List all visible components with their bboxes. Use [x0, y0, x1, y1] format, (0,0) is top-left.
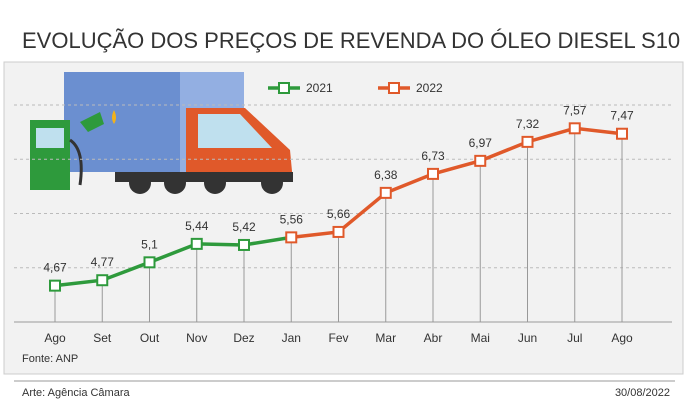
- x-tick-label: Jan: [282, 331, 301, 345]
- point-marker: [616, 127, 628, 140]
- point-marker: [474, 154, 487, 167]
- credit: Arte: Agência Câmara: [22, 387, 130, 399]
- x-tick-label: Abr: [424, 331, 443, 345]
- wheel: [129, 172, 151, 194]
- point-marker: [285, 231, 298, 244]
- x-tick-label: Mai: [471, 331, 490, 345]
- x-tick-label: Fev: [328, 331, 348, 345]
- value-label: 5,56: [280, 212, 304, 226]
- value-label: 7,32: [516, 117, 540, 131]
- pump-screen: [36, 128, 64, 148]
- legend-label: 2021: [306, 81, 333, 95]
- plot: Ago Set Out Nov Dez Jan Fev Mar Abr Mai Jun Jul Ago 4…: [14, 81, 672, 345]
- x-tick-label: Nov: [186, 331, 207, 345]
- x-tick-label: Mar: [375, 331, 396, 345]
- x-tick-label: Ago: [611, 331, 633, 345]
- series-connector: [243, 235, 292, 247]
- point-marker: [427, 167, 439, 180]
- x-tick-label: Ago: [44, 331, 66, 345]
- pump-hose: [69, 138, 83, 186]
- point-marker: [96, 274, 109, 287]
- value-label: 4,67: [43, 261, 67, 275]
- legend-marker: [278, 82, 290, 94]
- source: Fonte: ANP: [22, 353, 78, 365]
- value-label: 5,1: [141, 237, 158, 251]
- value-label: 7,47: [610, 109, 634, 123]
- point-marker: [49, 279, 61, 292]
- truck-window: [198, 114, 272, 148]
- truck-chassis: [115, 172, 293, 182]
- series-line: [291, 126, 623, 240]
- wheel: [164, 172, 186, 194]
- value-label: 6,73: [421, 149, 445, 163]
- point-marker: [379, 186, 392, 199]
- x-tick-label: Dez: [233, 331, 254, 345]
- x-tick-label: Out: [140, 331, 160, 345]
- x-tick-label: Jun: [518, 331, 537, 345]
- value-label: 4,77: [91, 255, 115, 269]
- x-tick-label: Set: [93, 331, 112, 345]
- point-marker: [238, 238, 250, 251]
- fuel-drop: [112, 110, 116, 124]
- point-marker: [143, 256, 156, 269]
- wheel: [204, 172, 226, 194]
- x-tick-label: Jul: [567, 331, 582, 345]
- value-label: 6,38: [374, 168, 398, 182]
- date: 30/08/2022: [615, 387, 670, 399]
- point-marker: [332, 225, 345, 238]
- wheel: [261, 172, 283, 194]
- value-label: 6,97: [469, 136, 493, 150]
- value-label: 5,66: [327, 207, 351, 221]
- chart-title: EVOLUÇÃO DOS PREÇOS DE REVENDA DO ÓLEO D…: [22, 28, 680, 53]
- legend-marker: [388, 82, 400, 94]
- value-label: 7,57: [563, 103, 587, 117]
- value-label: 5,42: [232, 220, 256, 234]
- point-marker: [568, 122, 581, 135]
- pump-nozzle: [80, 112, 104, 132]
- truck-illustration: [30, 72, 293, 194]
- legend-label: 2022: [416, 81, 443, 95]
- value-label: 5,44: [185, 219, 209, 233]
- point-marker: [190, 237, 203, 250]
- point-marker: [521, 135, 534, 148]
